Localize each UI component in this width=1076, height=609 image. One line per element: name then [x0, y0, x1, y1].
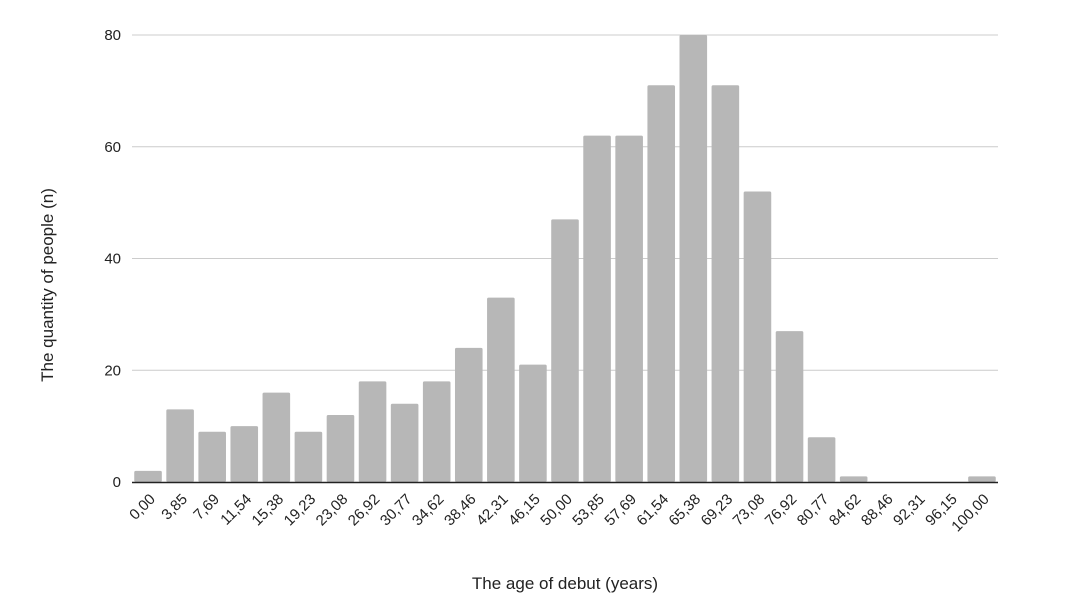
x-tick-label: 73,08: [730, 491, 769, 530]
bar: [519, 364, 547, 482]
bar: [166, 409, 194, 482]
x-tick-label: 53,85: [569, 491, 608, 530]
x-tick-label: 57,69: [601, 491, 640, 530]
bar: [583, 135, 611, 482]
y-axis-title: The quantity of people (n): [38, 188, 57, 382]
x-tick-label: 19,23: [281, 491, 320, 530]
y-tick-labels: 0 20 40 60 80: [104, 27, 121, 491]
x-tick-label: 50,00: [537, 491, 576, 530]
bar: [262, 392, 291, 482]
bar: [968, 476, 996, 482]
bar: [775, 331, 804, 482]
bar: [839, 476, 868, 482]
bar: [743, 191, 772, 482]
y-tick-label: 0: [113, 474, 121, 491]
x-tick-label: 30,77: [377, 491, 416, 530]
y-tick-label: 40: [104, 251, 121, 268]
x-tick-labels: 0,00 3,85 7,6911,5415,3819,2323,0826,9230,…: [126, 491, 993, 535]
y-tick-label: 60: [104, 139, 121, 156]
bar: [711, 85, 740, 482]
x-tick-label: 23,08: [313, 491, 352, 530]
bar: [198, 431, 226, 482]
x-tick-label: 76,92: [762, 491, 801, 530]
x-tick-label: 3,85: [158, 491, 191, 524]
bar: [422, 381, 451, 482]
x-tick-label: 15,38: [249, 491, 288, 530]
x-tick-label: 65,38: [666, 491, 705, 530]
x-tick-label: 11,54: [217, 491, 255, 529]
bar: [230, 426, 259, 482]
bar: [615, 135, 643, 482]
x-tick-label: 46,15: [505, 491, 544, 530]
y-tick-label: 80: [104, 27, 121, 44]
x-tick-label: 61,54: [633, 491, 672, 530]
x-tick-label: 42,31: [473, 491, 512, 530]
bar: [134, 470, 162, 482]
x-tick-label: 38,46: [441, 491, 480, 530]
x-tick-label: 92,31: [890, 491, 929, 530]
x-tick-label: 88,46: [858, 491, 897, 530]
bar: [679, 35, 708, 482]
bar: [647, 85, 676, 482]
x-tick-label: 0,00: [126, 491, 159, 524]
x-tick-label: 84,62: [826, 491, 865, 530]
bar: [326, 414, 355, 482]
x-tick-label: 26,92: [345, 491, 384, 530]
y-tick-label: 20: [104, 362, 121, 379]
x-tick-label: 69,23: [698, 491, 737, 530]
bar: [551, 219, 579, 482]
bar: [390, 403, 419, 482]
bar: [487, 297, 515, 482]
bars: [134, 35, 996, 482]
bar: [358, 381, 387, 482]
x-tick-label: 80,77: [794, 491, 833, 530]
x-tick-label: 34,62: [409, 491, 448, 530]
bar: [807, 437, 836, 482]
x-axis-title: The age of debut (years): [472, 574, 658, 593]
bar: [294, 431, 323, 482]
bar: [454, 347, 483, 482]
